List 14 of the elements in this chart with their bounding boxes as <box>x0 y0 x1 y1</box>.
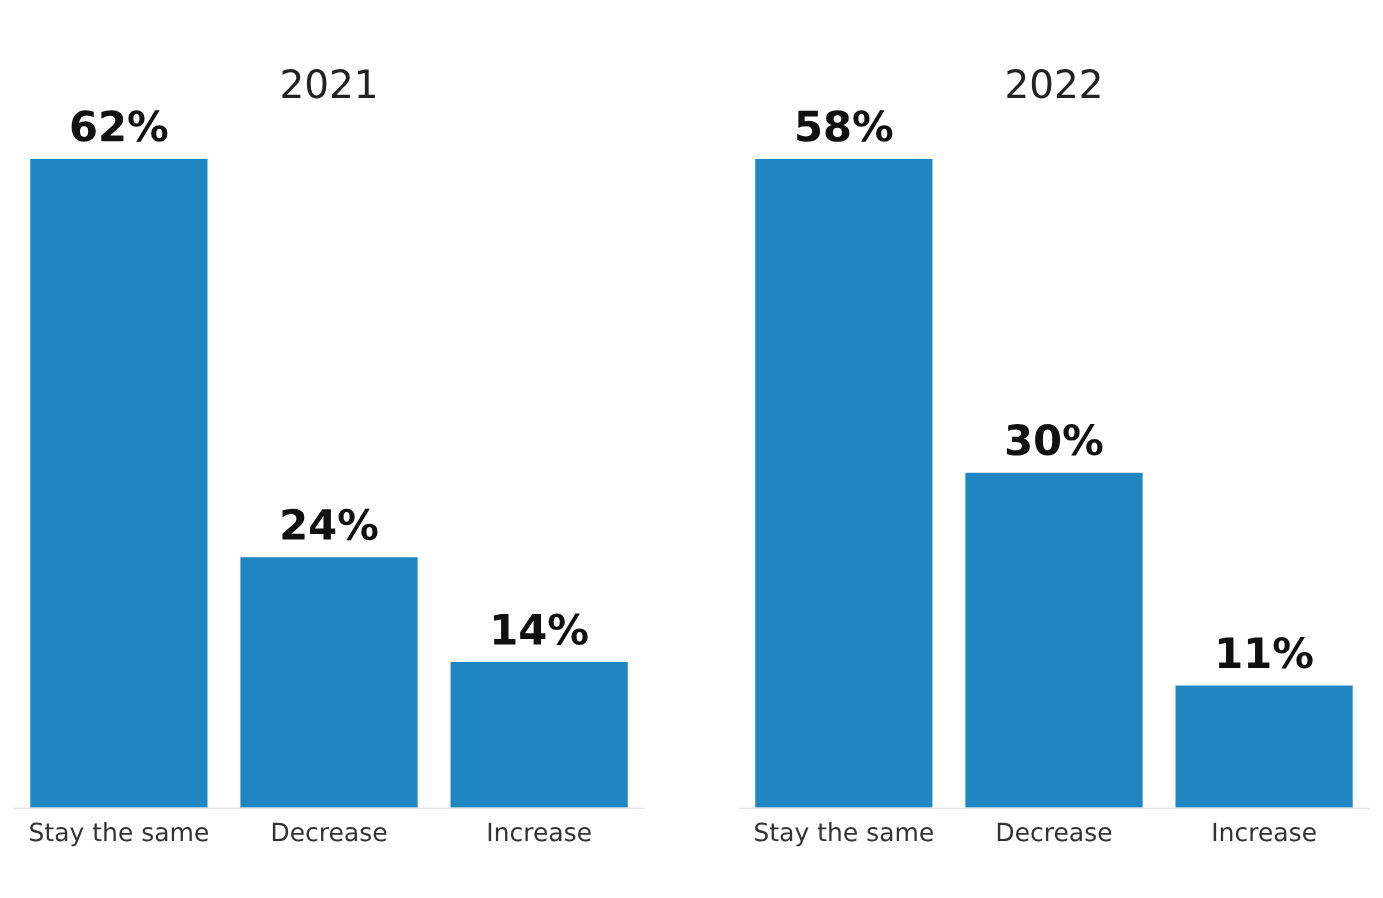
data-label: 58% <box>797 110 893 142</box>
data-label: 24% <box>282 508 378 541</box>
chart-title: 2022 <box>1007 69 1100 99</box>
chart-title: 2021 <box>282 69 375 99</box>
data-label: 62% <box>71 110 168 142</box>
data-label: 30% <box>1006 424 1103 456</box>
data-label: 11% <box>1218 637 1313 669</box>
x-tick-label: Stay the same <box>755 822 933 847</box>
x-tick-label: Decrease <box>997 822 1112 842</box>
data-label: 14% <box>493 613 588 646</box>
x-tick-label: Increase <box>488 822 591 842</box>
x-tick-label: Decrease <box>272 822 387 842</box>
x-tick-label: Increase <box>1213 822 1316 842</box>
x-tick-label: Stay the same <box>30 822 208 847</box>
